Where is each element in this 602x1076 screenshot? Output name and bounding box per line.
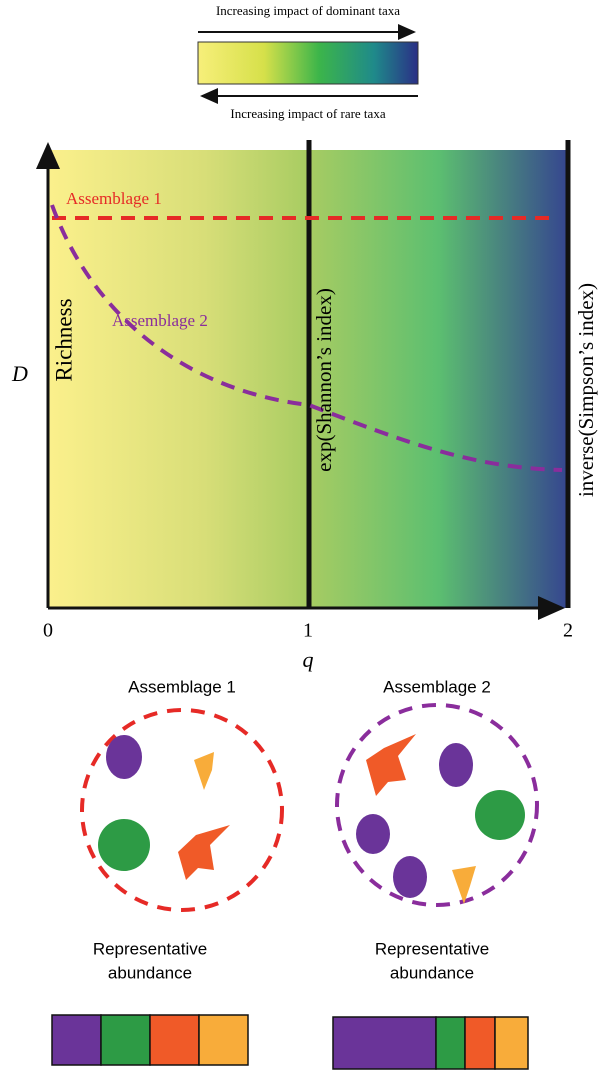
organism — [439, 743, 473, 787]
x-tick-label: 2 — [563, 620, 573, 642]
figure: Increasing impact of dominant taxa Incre… — [0, 0, 602, 1076]
caption: Representative — [93, 939, 207, 958]
caption: abundance — [108, 963, 192, 982]
organism — [356, 814, 390, 854]
series-label: Assemblage 2 — [112, 311, 208, 330]
assemblage-circle — [82, 710, 282, 910]
x-tick-label: 1 — [303, 620, 313, 642]
organism — [178, 825, 230, 880]
y-label: D — [11, 361, 28, 386]
x-tick-label: 0 — [43, 620, 53, 642]
assemblage-title: Assemblage 2 — [383, 677, 491, 696]
legend-top-label: Increasing impact of dominant taxa — [216, 3, 400, 18]
reference-label: Richness — [51, 298, 76, 381]
caption: abundance — [390, 963, 474, 982]
series-label: Assemblage 1 — [66, 189, 162, 208]
organism — [366, 734, 416, 796]
x-label: q — [303, 647, 314, 672]
reference-label: inverse(Simpson’s index) — [574, 283, 598, 497]
assemblage-panel: Assemblage 1 Representative abundance — [52, 677, 282, 1065]
organism — [98, 819, 150, 871]
assemblage-panel: Assemblage 2 Representative abundance — [333, 677, 537, 1069]
assemblage-title: Assemblage 1 — [128, 677, 236, 696]
organism — [194, 752, 214, 790]
reference-label: exp(Shannon’s index) — [312, 288, 336, 472]
organism — [475, 790, 525, 840]
legend-bottom-label: Increasing impact of rare taxa — [230, 106, 385, 121]
caption: Representative — [375, 939, 489, 958]
abundance-bar — [333, 1017, 528, 1069]
abundance-bar — [52, 1015, 248, 1065]
organism — [393, 856, 427, 898]
color-bar — [198, 42, 418, 84]
organism — [106, 735, 142, 779]
